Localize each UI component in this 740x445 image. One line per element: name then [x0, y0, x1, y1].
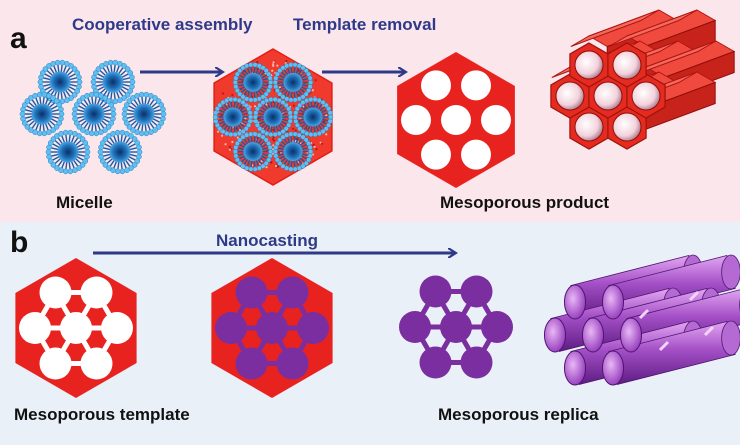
- label-mesoporous-template: Mesoporous template: [14, 405, 190, 424]
- label-mesoporous-product: Mesoporous product: [440, 193, 609, 212]
- step-cooperative-assembly: Cooperative assembly: [72, 15, 253, 34]
- panel-a-letter: a: [10, 22, 27, 55]
- step-template-removal: Template removal: [293, 15, 436, 34]
- label-micelle: Micelle: [56, 193, 113, 212]
- label-mesoporous-replica: Mesoporous replica: [438, 405, 599, 424]
- panel-b-letter: b: [10, 226, 28, 259]
- step-nanocasting: Nanocasting: [216, 231, 318, 250]
